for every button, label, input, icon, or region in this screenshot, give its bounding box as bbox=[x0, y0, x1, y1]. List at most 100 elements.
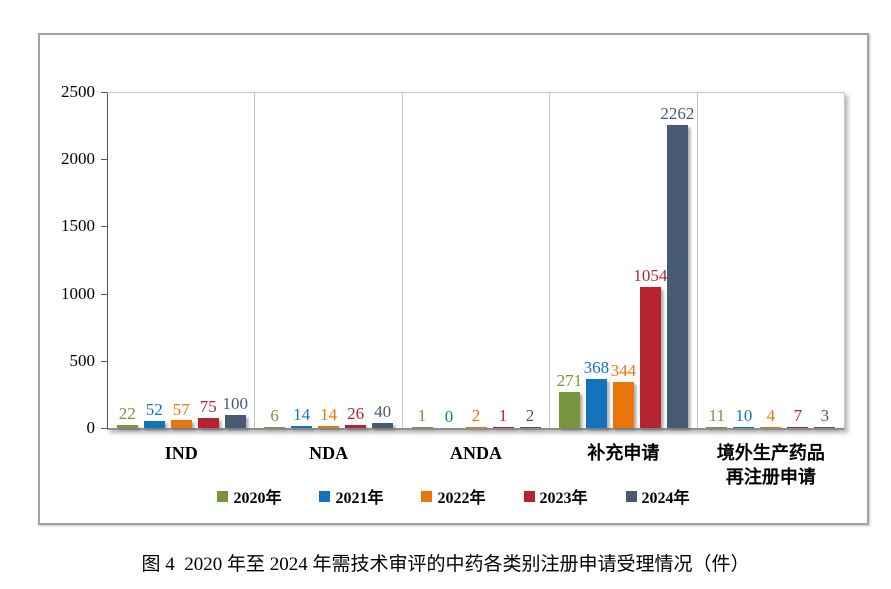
bar bbox=[291, 426, 313, 428]
y-axis-tick-label: 500 bbox=[69, 350, 96, 370]
y-axis-tick-mark bbox=[101, 226, 107, 228]
bar-value-label: 271 bbox=[556, 370, 583, 390]
bar-column: 0 bbox=[439, 408, 460, 428]
bar-value-label: 3 bbox=[820, 405, 830, 425]
category-label: ANDA bbox=[450, 443, 503, 463]
bar bbox=[318, 426, 340, 428]
bar-value-label: 0 bbox=[444, 407, 454, 427]
bar-column: 271 bbox=[556, 370, 583, 428]
bar bbox=[197, 417, 219, 428]
bar-value-label: 75 bbox=[199, 397, 217, 417]
bar-column: 1 bbox=[492, 405, 514, 428]
y-axis-tick-label: 2500 bbox=[61, 82, 95, 101]
bar-column: 6 bbox=[264, 405, 286, 428]
bar-value-label: 6 bbox=[270, 405, 279, 425]
legend: 2020年 2021年 2022年 2023年 2024年 bbox=[40, 484, 867, 508]
legend-item: 2024年 bbox=[625, 484, 690, 508]
bar bbox=[143, 421, 165, 428]
bar-column: 2 bbox=[465, 406, 487, 428]
bar bbox=[170, 420, 192, 428]
bar bbox=[639, 286, 661, 428]
bar-column: 100 bbox=[222, 393, 248, 428]
bar-column: 26 bbox=[345, 404, 367, 428]
category-panel: 6 14 14 26 40 NDA bbox=[255, 93, 403, 463]
bar-column: 14 bbox=[291, 405, 313, 428]
category-label: 境外生产药品 再注册申请 bbox=[716, 443, 825, 488]
bar-column: 2262 bbox=[660, 105, 694, 428]
bar-value-label: 57 bbox=[172, 399, 190, 419]
bar-value-label: 52 bbox=[145, 400, 163, 420]
category-panel: 271 368 344 1054 2262 补充申请 bbox=[550, 93, 698, 463]
category-panel: 11 10 4 7 3 境外生产药品 再注册申请 bbox=[698, 93, 844, 487]
legend-item: 2022年 bbox=[421, 484, 486, 508]
y-axis-tick-mark bbox=[101, 293, 107, 295]
bar-group: 11 10 4 7 3 bbox=[698, 93, 844, 428]
bar-column: 11 bbox=[706, 405, 728, 428]
bar bbox=[787, 426, 809, 428]
category-panel: 22 52 57 75 100 IND bbox=[108, 93, 256, 463]
bar-value-label: 4 bbox=[766, 405, 776, 425]
legend-swatch-icon bbox=[319, 490, 331, 502]
bar-value-label: 22 bbox=[118, 404, 136, 424]
bar-value-label: 2 bbox=[525, 405, 535, 425]
y-axis-tick-mark bbox=[101, 159, 107, 161]
bar-value-label: 7 bbox=[793, 405, 803, 425]
bar bbox=[733, 426, 755, 428]
figure-caption: 图 4 2020 年至 2024 年需技术审评的中药各类别注册申请受理情况（件） bbox=[141, 554, 750, 575]
bar-value-label: 2262 bbox=[660, 104, 695, 124]
bar-value-label: 344 bbox=[610, 361, 637, 381]
bar bbox=[224, 414, 246, 428]
y-axis-tick-mark bbox=[101, 360, 107, 362]
plot-area: 22 52 57 75 100 IND 6 14 14 26 40 NDA 1 0 2 1 2 ANDA 271 36… bbox=[107, 92, 845, 487]
bar bbox=[116, 425, 138, 428]
bar-group: 6 14 14 26 40 bbox=[255, 93, 401, 428]
bar bbox=[465, 426, 487, 428]
legend-label: 2024年 bbox=[641, 490, 690, 507]
bar-group: 22 52 57 75 100 bbox=[108, 93, 254, 428]
y-axis-tick-label: 2000 bbox=[61, 149, 95, 169]
bar-value-label: 40 bbox=[374, 401, 392, 421]
bar-column: 4 bbox=[760, 405, 782, 428]
category-label: NDA bbox=[309, 443, 349, 463]
bar-value-label: 368 bbox=[583, 357, 610, 377]
bar bbox=[814, 426, 836, 428]
bar bbox=[558, 391, 580, 428]
y-axis-tick-label: 1000 bbox=[61, 283, 95, 303]
chart-area: 22 52 57 75 100 IND 6 14 14 26 40 NDA 1 0 2 1 2 ANDA 271 36… bbox=[38, 33, 869, 525]
bar-column: 344 bbox=[610, 361, 637, 428]
legend-swatch-icon bbox=[217, 490, 229, 502]
bar-value-label: 1 bbox=[498, 405, 508, 425]
y-axis-tick-mark bbox=[101, 92, 107, 93]
bar-value-label: 14 bbox=[293, 405, 311, 425]
bar-column: 1054 bbox=[633, 267, 667, 428]
bar-value-label: 1 bbox=[417, 405, 427, 425]
legend-swatch-icon bbox=[523, 490, 535, 502]
bar bbox=[760, 426, 782, 428]
bar-column: 7 bbox=[787, 405, 809, 428]
legend-label: 2021年 bbox=[335, 490, 384, 507]
bar bbox=[666, 124, 688, 428]
y-axis-tick-mark bbox=[101, 428, 107, 429]
legend-label: 2020年 bbox=[233, 490, 282, 507]
bar bbox=[519, 426, 541, 428]
legend-label: 2022年 bbox=[437, 490, 486, 507]
bar bbox=[345, 424, 367, 428]
bar bbox=[492, 426, 514, 428]
legend-item: 2021年 bbox=[319, 484, 383, 508]
bar bbox=[372, 422, 394, 428]
bar bbox=[612, 381, 634, 428]
bar-value-label: 14 bbox=[320, 405, 338, 425]
bar-value-label: 100 bbox=[222, 393, 248, 413]
legend-item: 2023年 bbox=[523, 484, 588, 508]
bar-group: 271 368 344 1054 2262 bbox=[550, 93, 696, 428]
y-axis-tick-label: 0 bbox=[86, 418, 96, 437]
bar-column: 22 bbox=[116, 404, 138, 428]
category-label: IND bbox=[164, 443, 198, 463]
bar bbox=[264, 426, 286, 428]
bar-column: 2 bbox=[519, 405, 541, 428]
bar-column: 40 bbox=[372, 401, 394, 428]
legend-swatch-icon bbox=[625, 490, 637, 502]
legend-swatch-icon bbox=[421, 490, 433, 502]
bar-value-label: 11 bbox=[708, 405, 726, 425]
